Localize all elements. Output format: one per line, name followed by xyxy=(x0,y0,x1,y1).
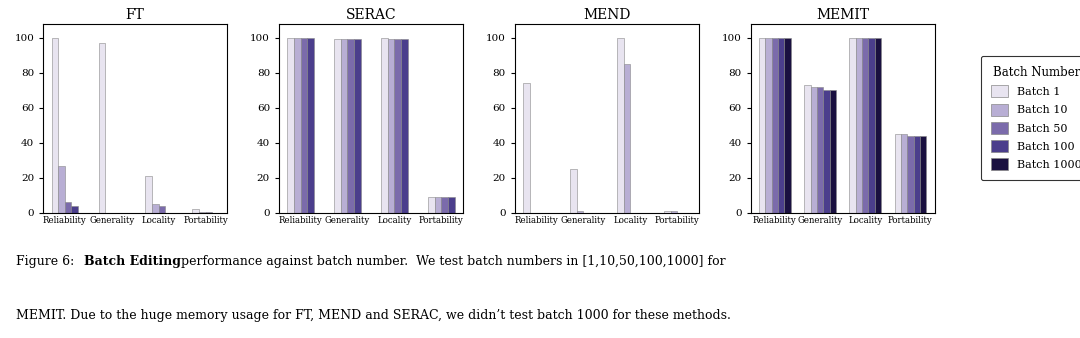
Bar xyxy=(868,38,875,213)
Bar xyxy=(205,212,212,213)
Bar xyxy=(772,38,778,213)
Bar xyxy=(894,134,901,213)
Bar xyxy=(199,212,205,213)
Bar xyxy=(862,38,868,213)
Bar xyxy=(811,87,816,213)
Text: Figure 6:: Figure 6: xyxy=(16,255,82,268)
Bar xyxy=(855,38,862,213)
Bar xyxy=(388,40,394,213)
Bar xyxy=(71,206,78,213)
Bar xyxy=(766,38,772,213)
Bar xyxy=(307,38,313,213)
Bar xyxy=(829,90,836,213)
Legend: Batch 1, Batch 10, Batch 50, Batch 100, Batch 1000: Batch 1, Batch 10, Batch 50, Batch 100, … xyxy=(981,56,1080,180)
Bar xyxy=(850,38,855,213)
Bar xyxy=(448,197,455,213)
Bar xyxy=(341,40,348,213)
Bar xyxy=(624,64,631,213)
Bar xyxy=(901,134,907,213)
Bar xyxy=(617,38,624,213)
Bar xyxy=(98,43,105,213)
Bar xyxy=(335,40,341,213)
Bar xyxy=(294,38,300,213)
Bar xyxy=(920,136,927,213)
Title: MEMIT: MEMIT xyxy=(816,8,869,23)
Bar xyxy=(58,166,65,213)
Text: performance against batch number.  We test batch numbers in [1,10,50,100,1000] f: performance against batch number. We tes… xyxy=(177,255,726,268)
Bar xyxy=(664,211,671,213)
Title: SERAC: SERAC xyxy=(346,8,396,23)
Bar xyxy=(192,210,199,213)
Bar xyxy=(152,204,159,213)
Bar xyxy=(146,176,152,213)
Bar xyxy=(907,136,914,213)
Bar xyxy=(287,38,294,213)
Bar xyxy=(875,38,881,213)
Text: Batch Editing: Batch Editing xyxy=(84,255,181,268)
Bar xyxy=(523,83,530,213)
Bar xyxy=(577,211,583,213)
Bar xyxy=(805,85,811,213)
Bar xyxy=(354,40,361,213)
Bar xyxy=(778,38,784,213)
Bar xyxy=(784,38,791,213)
Bar xyxy=(52,38,58,213)
Bar xyxy=(300,38,307,213)
Bar xyxy=(401,40,407,213)
Text: MEMIT. Due to the huge memory usage for FT, MEND and SERAC, we didn’t test batch: MEMIT. Due to the huge memory usage for … xyxy=(16,309,731,322)
Bar xyxy=(442,197,448,213)
Bar xyxy=(671,211,677,213)
Title: FT: FT xyxy=(125,8,145,23)
Bar xyxy=(159,206,165,213)
Bar xyxy=(570,169,577,213)
Bar xyxy=(381,38,388,213)
Bar xyxy=(816,87,823,213)
Bar xyxy=(65,202,71,213)
Bar xyxy=(348,40,354,213)
Bar xyxy=(429,197,435,213)
Bar xyxy=(823,90,829,213)
Title: MEND: MEND xyxy=(583,8,631,23)
Bar xyxy=(914,136,920,213)
Bar xyxy=(759,38,766,213)
Bar xyxy=(435,197,442,213)
Bar xyxy=(394,40,401,213)
